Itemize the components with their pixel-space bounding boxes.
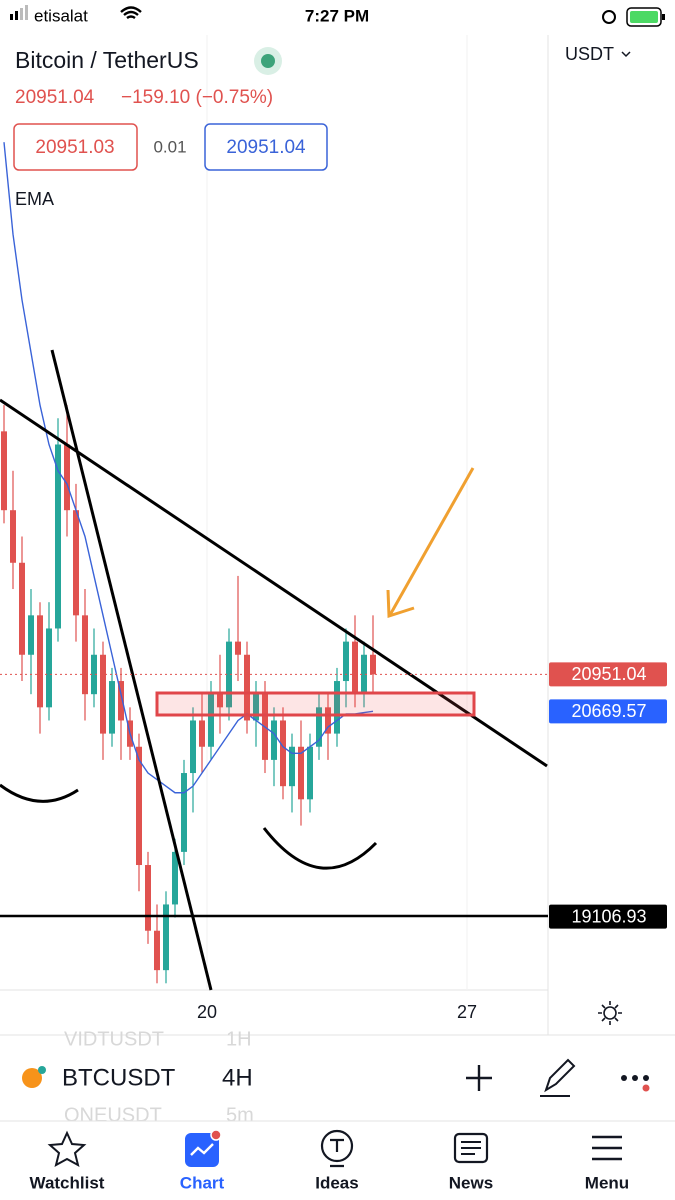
draw-button[interactable]: [540, 1058, 576, 1097]
bid: 20951.03: [35, 137, 114, 158]
indicator: EMA: [15, 189, 54, 209]
price-tag-label: 19106.93: [571, 906, 646, 926]
nav-label[interactable]: Ideas: [315, 1173, 358, 1192]
ghost-interval: 5m: [226, 1104, 254, 1126]
buy-button[interactable]: [204, 123, 328, 171]
candle-body: [10, 510, 16, 563]
candle-body: [172, 851, 178, 905]
arrow: [386, 467, 475, 619]
candle-body: [325, 707, 331, 734]
ghost-interval: 1H: [226, 1028, 252, 1050]
spread: 0.01: [153, 137, 186, 156]
price-tag: [549, 699, 667, 724]
news-icon[interactable]: [453, 1132, 489, 1164]
ghost-symbol: ONEUSDT: [64, 1104, 162, 1126]
candle-body: [136, 746, 142, 866]
zone: [155, 691, 476, 717]
candle-body: [55, 444, 61, 629]
candle-body: [226, 641, 232, 708]
drawings: [0, 349, 548, 991]
candle-body: [37, 615, 43, 708]
currency[interactable]: USDT: [565, 44, 614, 64]
candle-body: [91, 654, 97, 695]
candle-body: [19, 562, 25, 655]
nav-label[interactable]: Watchlist: [30, 1173, 105, 1192]
candle-body: [163, 904, 169, 971]
ideas-icon[interactable]: [320, 1129, 354, 1163]
candle-body: [145, 865, 151, 931]
carrier: etisalat: [34, 6, 88, 25]
candle-body: [190, 720, 196, 774]
nav-label[interactable]: Chart: [180, 1173, 225, 1192]
watchlist-icon[interactable]: [47, 1130, 87, 1167]
ema-line: [3, 142, 374, 794]
candle-body: [298, 746, 304, 800]
interval[interactable]: 4H: [222, 1064, 253, 1091]
sell-button[interactable]: [13, 123, 138, 171]
candle-body: [73, 510, 79, 616]
candle-body: [370, 654, 376, 675]
more-button[interactable]: [621, 1075, 650, 1092]
candle-body: [109, 681, 115, 734]
candle-body: [307, 746, 313, 800]
candle-body: [316, 707, 322, 747]
add-button[interactable]: [466, 1065, 492, 1091]
price-tag-label: 20951.04: [571, 664, 646, 684]
menu-icon[interactable]: [592, 1135, 622, 1161]
candle-body: [334, 681, 340, 734]
ghost-symbol: VIDTUSDT: [64, 1028, 164, 1050]
price-tag-label: 20669.57: [571, 701, 646, 721]
nav-label[interactable]: News: [449, 1173, 493, 1192]
candle-body: [118, 681, 124, 721]
candle-body: [217, 694, 223, 708]
candle-body: [352, 641, 358, 695]
candle-body: [1, 431, 7, 511]
clock: 7:27 PM: [305, 6, 369, 25]
candle-body: [289, 746, 295, 787]
candle-body: [82, 615, 88, 695]
symbol-title: Bitcoin / TetherUS: [15, 47, 199, 73]
settings-icon[interactable]: [598, 1001, 622, 1025]
candle-body: [100, 654, 106, 734]
candle-body: [361, 654, 367, 695]
time-label: 27: [457, 1002, 477, 1022]
time-label: 20: [197, 1002, 217, 1022]
candle-body: [64, 444, 70, 511]
candle-body: [235, 641, 241, 655]
candle-body: [271, 720, 277, 760]
candle-body: [199, 720, 205, 747]
candle-body: [154, 930, 160, 971]
status-bar: etisalat 7:27 PM: [10, 5, 665, 27]
change: −159.10 (−0.75%): [121, 87, 273, 108]
candle-body: [253, 694, 259, 721]
price-tag: [549, 662, 667, 687]
candle-body: [208, 694, 214, 747]
candle-body: [343, 641, 349, 682]
symbol[interactable]: BTCUSDT: [62, 1064, 176, 1091]
candle-body: [46, 628, 52, 708]
nav-label[interactable]: Menu: [585, 1173, 629, 1192]
candle-body: [244, 654, 250, 721]
price-tag: [549, 904, 667, 929]
candle-body: [181, 773, 187, 852]
ask: 20951.04: [226, 137, 306, 158]
candle-body: [280, 720, 286, 787]
candle-body: [28, 615, 34, 655]
price: 20951.04: [15, 87, 95, 108]
